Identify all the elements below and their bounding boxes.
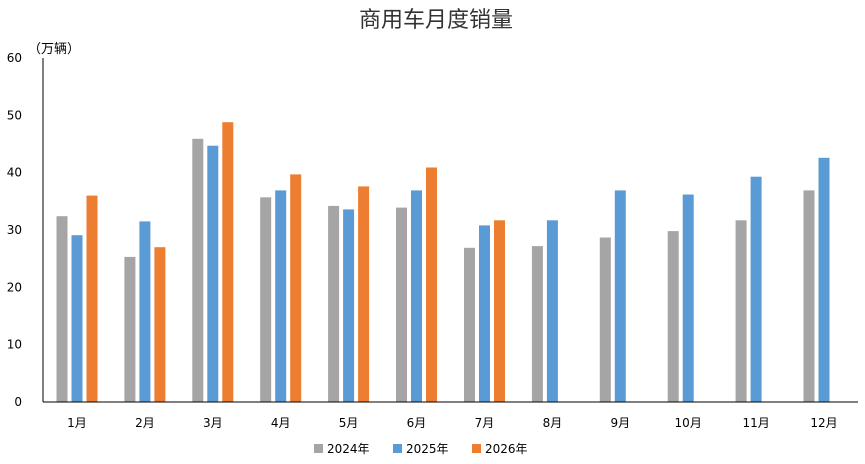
y-tick-label: 50 (7, 108, 22, 122)
x-tick-label: 2月 (135, 416, 155, 430)
x-tick-label: 12月 (810, 416, 837, 430)
bar-2026年-4月 (290, 174, 302, 402)
bar-2026年-1月 (86, 195, 98, 402)
x-tick-label: 10月 (675, 416, 702, 430)
x-tick-label: 7月 (475, 416, 495, 430)
bar-2024年-6月 (396, 207, 407, 402)
x-tick-label: 9月 (610, 416, 630, 430)
legend-label: 2026年 (485, 442, 528, 456)
y-tick-label: 10 (7, 338, 22, 352)
bar-2025年-5月 (343, 209, 355, 402)
x-axis-ticks: 1月 2月 3月 4月 5月 6月 7月 8月 9月 10月 11月 12月 (67, 416, 837, 430)
y-axis-ticks: 0 10 20 30 40 50 60 (7, 51, 22, 409)
legend-label: 2024年 (327, 442, 370, 456)
y-tick-label: 30 (7, 223, 22, 237)
bar-2025年-4月 (275, 190, 287, 402)
bar-2024年-1月 (56, 216, 68, 402)
bar-2025年-3月 (207, 145, 219, 402)
x-tick-label: 8月 (543, 416, 563, 430)
bar-2024年-2月 (124, 256, 136, 402)
x-tick-label: 1月 (67, 416, 87, 430)
x-tick-label: 6月 (407, 416, 427, 430)
bar-2025年-7月 (479, 225, 490, 402)
bar-2025年-6月 (411, 190, 422, 402)
bar-2026年-2月 (154, 247, 166, 402)
bar-2025年-10月 (682, 194, 694, 402)
bar-2024年-8月 (531, 246, 543, 402)
bar-2024年-5月 (328, 205, 340, 402)
y-tick-label: 0 (14, 395, 22, 409)
bar-2024年-11月 (735, 220, 747, 402)
bar-2024年-10月 (667, 231, 679, 402)
bar-2025年-11月 (750, 176, 762, 402)
legend-label: 2025年 (406, 442, 449, 456)
y-tick-label: 20 (7, 280, 22, 294)
legend-swatch-2026年 (472, 444, 481, 453)
bar-2024年-4月 (260, 197, 272, 402)
bar-2024年-9月 (599, 237, 611, 402)
legend-swatch-2024年 (314, 444, 323, 453)
y-tick-label: 60 (7, 51, 22, 65)
bar-2026年-5月 (358, 186, 370, 402)
bar-2026年-6月 (426, 167, 437, 402)
x-tick-label: 5月 (339, 416, 359, 430)
x-tick-label: 3月 (203, 416, 223, 430)
legend: 2024年 2025年 2026年 (314, 442, 528, 456)
bar-2025年-1月 (71, 235, 83, 402)
bar-2024年-3月 (192, 138, 204, 403)
bar-2025年-12月 (818, 157, 830, 402)
x-tick-label: 11月 (742, 416, 769, 430)
bars (56, 122, 830, 403)
chart-title: 商用车月度销量 (359, 8, 513, 33)
bar-2024年-12月 (803, 190, 815, 402)
legend-swatch-2025年 (393, 444, 402, 453)
bar-2025年-9月 (614, 190, 626, 402)
bar-2026年-7月 (494, 220, 505, 402)
x-tick-label: 4月 (271, 416, 291, 430)
y-axis-unit-label: （万辆） (28, 42, 80, 57)
bar-2025年-8月 (546, 220, 558, 402)
bar-2024年-7月 (464, 247, 475, 402)
bar-2025年-2月 (139, 221, 151, 402)
y-tick-label: 40 (7, 166, 22, 180)
bar-2026年-3月 (222, 122, 234, 402)
